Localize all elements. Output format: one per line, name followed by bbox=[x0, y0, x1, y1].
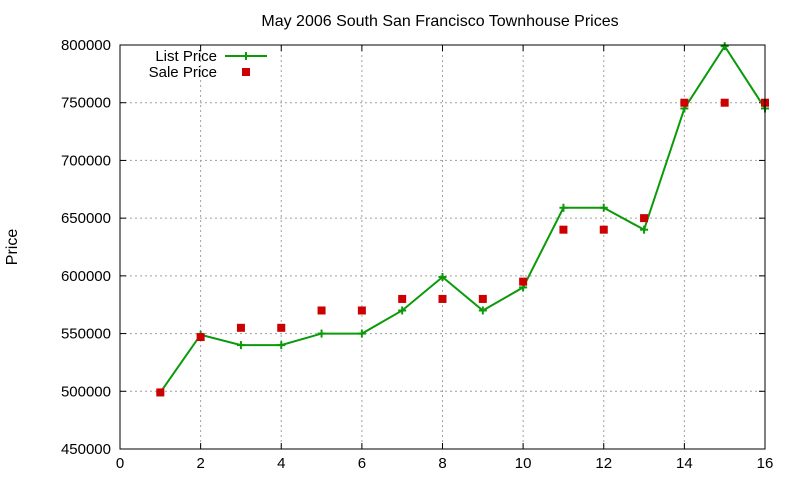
sale-price-point bbox=[599, 225, 608, 234]
list-price-point bbox=[317, 329, 326, 338]
list-price-point bbox=[559, 203, 568, 212]
x-tick-label: 4 bbox=[277, 455, 285, 472]
sale-price-point bbox=[277, 323, 286, 332]
data-series bbox=[156, 42, 769, 397]
sale-price-point bbox=[640, 214, 649, 223]
y-tick-label: 450000 bbox=[61, 441, 111, 458]
list-price-point bbox=[478, 306, 487, 315]
y-tick-label: 650000 bbox=[61, 210, 111, 227]
sale-price-point bbox=[720, 98, 729, 107]
legend-label-sale-price: Sale Price bbox=[149, 64, 217, 81]
sale-price-point bbox=[438, 294, 447, 303]
sale-price-point bbox=[236, 323, 245, 332]
series-sale-price bbox=[156, 98, 769, 397]
sale-price-point bbox=[196, 333, 205, 342]
sale-price-point bbox=[680, 98, 689, 107]
sale-price-point bbox=[398, 294, 407, 303]
axis-ticks: 0 2 4 6 8 10 12 14 16 450000 500000 550000 600000 650… bbox=[61, 37, 773, 472]
list-price-point bbox=[438, 273, 447, 282]
legend-label-list-price: List Price bbox=[155, 48, 217, 65]
list-price-line bbox=[159, 44, 766, 394]
x-tick-label: 14 bbox=[676, 455, 693, 472]
legend-marker-list-price bbox=[242, 52, 250, 60]
grid-lines bbox=[120, 45, 765, 449]
y-tick-label: 550000 bbox=[61, 326, 111, 343]
list-price-point bbox=[236, 341, 245, 350]
list-price-point bbox=[398, 306, 407, 315]
list-price-point bbox=[357, 329, 366, 338]
chart-title: May 2006 South San Francisco Townhouse P… bbox=[261, 13, 618, 30]
x-tick-label: 6 bbox=[358, 455, 366, 472]
list-price-point bbox=[277, 341, 286, 350]
list-price-point bbox=[640, 225, 649, 234]
y-tick-label: 800000 bbox=[61, 37, 111, 54]
x-tick-label: 8 bbox=[438, 455, 446, 472]
x-tick-label: 12 bbox=[595, 455, 612, 472]
x-tick-label: 0 bbox=[116, 455, 124, 472]
list-price-point bbox=[720, 42, 729, 51]
series-list-price bbox=[156, 42, 769, 397]
x-tick-label: 10 bbox=[515, 455, 532, 472]
y-tick-label: 700000 bbox=[61, 152, 111, 169]
sale-price-point bbox=[357, 306, 366, 315]
y-tick-label: 500000 bbox=[61, 383, 111, 400]
sale-price-point bbox=[317, 306, 326, 315]
sale-price-point bbox=[478, 294, 487, 303]
y-axis-label: Price bbox=[4, 229, 21, 266]
list-price-point bbox=[599, 203, 608, 212]
sale-price-point bbox=[156, 388, 165, 397]
x-tick-label: 2 bbox=[196, 455, 204, 472]
x-tick-label: 16 bbox=[757, 455, 774, 472]
sale-price-point bbox=[519, 277, 528, 286]
y-tick-label: 750000 bbox=[61, 95, 111, 112]
y-tick-label: 600000 bbox=[61, 268, 111, 285]
plot-frame bbox=[119, 44, 766, 450]
sale-price-point bbox=[559, 225, 568, 234]
legend-marker-sale-price bbox=[242, 68, 250, 76]
